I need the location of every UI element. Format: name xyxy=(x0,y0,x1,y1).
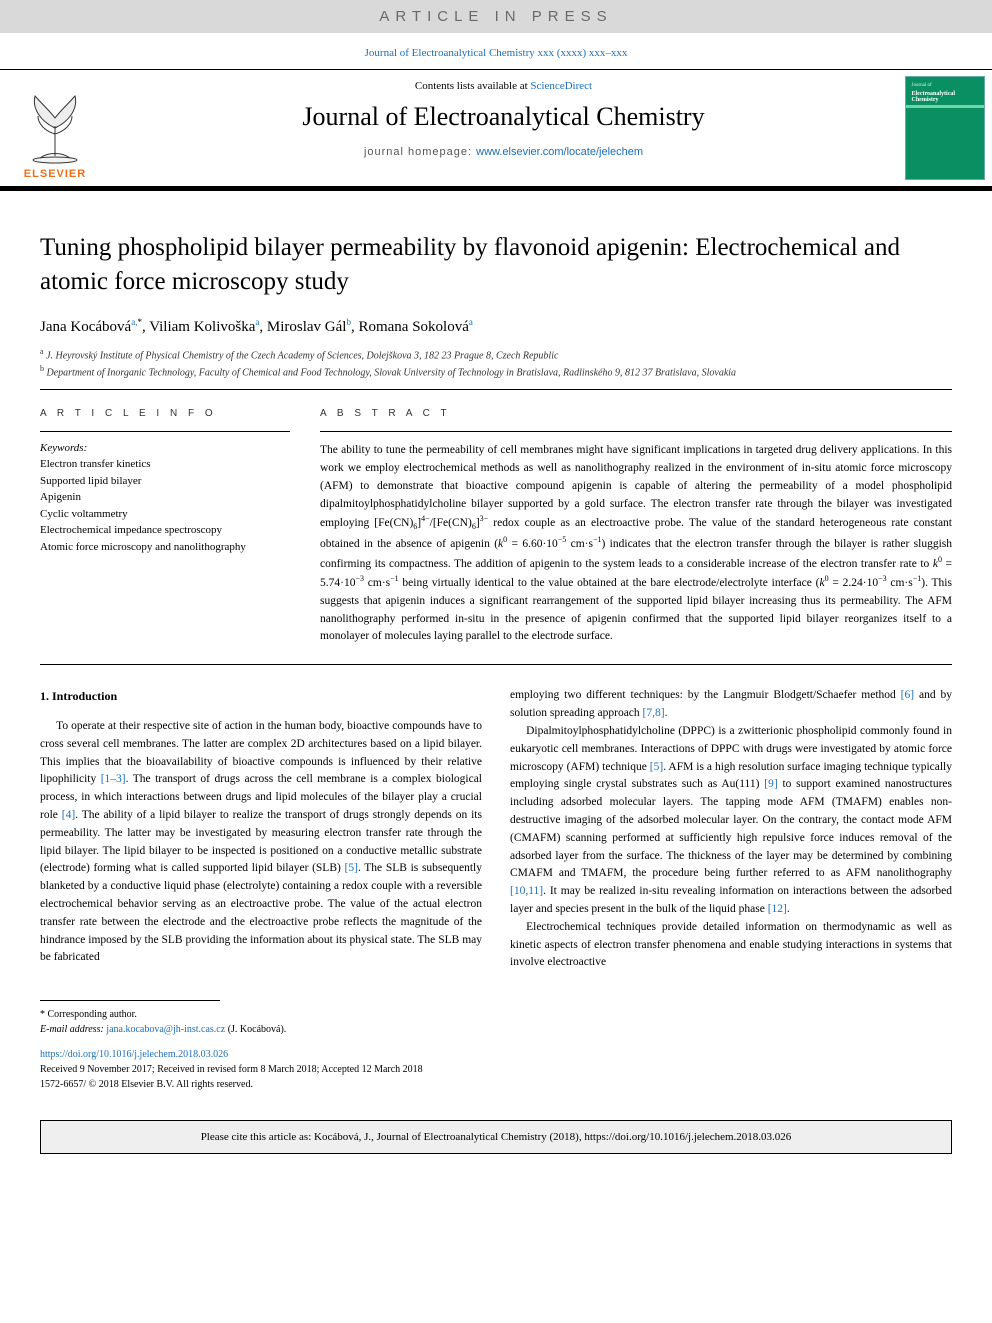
keyword: Electrochemical impedance spectroscopy xyxy=(40,522,290,539)
please-cite-box: Please cite this article as: Kocábová, J… xyxy=(40,1120,952,1154)
paragraph: Electrochemical techniques provide detai… xyxy=(510,919,952,972)
citation-link[interactable]: [5] xyxy=(650,761,663,773)
doi-received-block: https://doi.org/10.1016/j.jelechem.2018.… xyxy=(40,1047,952,1092)
affiliations: a J. Heyrovský Institute of Physical Che… xyxy=(40,346,952,382)
publisher-logo-block: ELSEVIER xyxy=(0,70,110,186)
citation-link[interactable]: [4] xyxy=(62,809,75,821)
journal-issue-ref[interactable]: Journal of Electroanalytical Chemistry x… xyxy=(0,47,992,59)
abstract-block: A B S T R A C T The ability to tune the … xyxy=(320,408,952,646)
issn-copyright: 1572-6657/ © 2018 Elsevier B.V. All righ… xyxy=(40,1077,952,1092)
publisher-name: ELSEVIER xyxy=(24,168,86,180)
section-heading: 1. Introduction xyxy=(40,687,482,706)
received-dates: Received 9 November 2017; Received in re… xyxy=(40,1062,952,1077)
author: , Miroslav Gálb xyxy=(259,319,351,335)
keyword: Apigenin xyxy=(40,489,290,506)
paper-title: Tuning phospholipid bilayer permeability… xyxy=(40,231,952,299)
elsevier-tree-icon xyxy=(20,86,90,164)
keywords-list: Electron transfer kinetics Supported lip… xyxy=(40,456,290,555)
abstract-label: A B S T R A C T xyxy=(320,408,952,419)
journal-homepage-link[interactable]: www.elsevier.com/locate/jelechem xyxy=(476,146,643,158)
article-in-press-banner: ARTICLE IN PRESS xyxy=(0,0,992,33)
column-left: 1. Introduction To operate at their resp… xyxy=(40,687,482,972)
cover-smalltext-top: Journal of xyxy=(912,83,932,88)
keyword: Atomic force microscopy and nanolithogra… xyxy=(40,539,290,556)
rule xyxy=(40,664,952,665)
cover-stripe xyxy=(906,105,984,108)
journal-cover-block: Journal of Electroanalytical Chemistry xyxy=(897,70,992,186)
contents-prefix: Contents lists available at xyxy=(415,80,530,92)
author: , Viliam Kolivoškaa xyxy=(142,319,259,335)
author: Jana Kocábováa,* xyxy=(40,319,142,335)
doi-link[interactable]: https://doi.org/10.1016/j.jelechem.2018.… xyxy=(40,1049,228,1060)
keyword: Cyclic voltammetry xyxy=(40,506,290,523)
journal-masthead: ELSEVIER Contents lists available at Sci… xyxy=(0,69,992,187)
citation-link[interactable]: [12] xyxy=(768,903,787,915)
paragraph: Dipalmitoylphosphatidylcholine (DPPC) is… xyxy=(510,723,952,919)
paper-body: Tuning phospholipid bilayer permeability… xyxy=(0,191,992,982)
article-info: A R T I C L E I N F O Keywords: Electron… xyxy=(40,408,290,646)
page-footer: * Corresponding author. E-mail address: … xyxy=(0,1000,992,1106)
citation-link[interactable]: [6] xyxy=(901,689,914,701)
affiliation: a J. Heyrovský Institute of Physical Che… xyxy=(40,346,952,364)
rule xyxy=(320,431,952,432)
citation-link[interactable]: [9] xyxy=(764,778,777,790)
citation-link[interactable]: [10,11] xyxy=(510,885,543,897)
keyword: Supported lipid bilayer xyxy=(40,473,290,490)
abstract-text: The ability to tune the permeability of … xyxy=(320,442,952,646)
rule xyxy=(40,389,952,390)
author: , Romana Sokolováa xyxy=(351,319,473,335)
corr-email-link[interactable]: jana.kocabova@jh-inst.cas.cz xyxy=(106,1024,225,1035)
journal-cover-thumbnail: Journal of Electroanalytical Chemistry xyxy=(905,76,985,180)
paragraph: To operate at their respective site of a… xyxy=(40,718,482,967)
author-list: Jana Kocábováa,*, Viliam Kolivoškaa, Mir… xyxy=(40,317,952,336)
journal-title: Journal of Electroanalytical Chemistry xyxy=(110,102,897,132)
citation-link[interactable]: [7,8] xyxy=(643,707,665,719)
paragraph: employing two different techniques: by t… xyxy=(510,687,952,723)
two-column-body: 1. Introduction To operate at their resp… xyxy=(40,687,952,972)
corr-label: * Corresponding author. xyxy=(40,1007,952,1022)
rule xyxy=(40,431,290,432)
keywords-heading: Keywords: xyxy=(40,442,290,454)
article-info-abstract-row: A R T I C L E I N F O Keywords: Electron… xyxy=(40,408,952,646)
masthead-center: Contents lists available at ScienceDirec… xyxy=(110,70,897,186)
sciencedirect-link[interactable]: ScienceDirect xyxy=(530,80,592,92)
citation-link[interactable]: [5] xyxy=(345,862,358,874)
journal-issue-link[interactable]: Journal of Electroanalytical Chemistry x… xyxy=(365,47,628,59)
footnote-rule xyxy=(40,1000,220,1001)
affiliation: b Department of Inorganic Technology, Fa… xyxy=(40,363,952,381)
corr-email-line: E-mail address: jana.kocabova@jh-inst.ca… xyxy=(40,1022,952,1037)
homepage-prefix: journal homepage: xyxy=(364,146,476,158)
journal-homepage-line: journal homepage: www.elsevier.com/locat… xyxy=(110,146,897,158)
column-right: employing two different techniques: by t… xyxy=(510,687,952,972)
keyword: Electron transfer kinetics xyxy=(40,456,290,473)
cover-smalltext-title: Electroanalytical Chemistry xyxy=(912,91,984,103)
citation-link[interactable]: [1–3] xyxy=(101,773,126,785)
article-info-label: A R T I C L E I N F O xyxy=(40,408,290,419)
contents-lists-line: Contents lists available at ScienceDirec… xyxy=(110,80,897,92)
corresponding-author-note: * Corresponding author. E-mail address: … xyxy=(40,1007,952,1037)
